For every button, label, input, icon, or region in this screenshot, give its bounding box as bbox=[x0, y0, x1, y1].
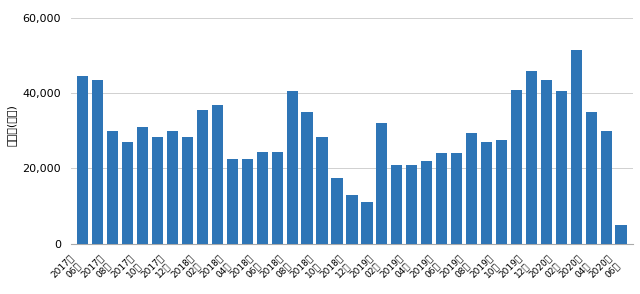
Bar bbox=[242, 159, 253, 244]
Bar bbox=[451, 153, 462, 244]
Bar bbox=[167, 131, 178, 244]
Bar bbox=[271, 152, 283, 244]
Bar bbox=[496, 140, 507, 244]
Bar bbox=[511, 90, 522, 244]
Bar bbox=[182, 137, 193, 244]
Bar bbox=[571, 50, 582, 244]
Bar bbox=[301, 112, 313, 244]
Bar bbox=[92, 80, 104, 244]
Bar bbox=[391, 165, 403, 244]
Bar bbox=[212, 105, 223, 244]
Bar bbox=[77, 76, 88, 244]
Bar bbox=[541, 80, 552, 244]
Bar bbox=[227, 159, 238, 244]
Bar bbox=[421, 161, 433, 244]
Bar bbox=[257, 152, 268, 244]
Bar bbox=[332, 178, 342, 244]
Bar bbox=[287, 91, 298, 244]
Bar bbox=[137, 127, 148, 244]
Bar bbox=[556, 91, 567, 244]
Bar bbox=[436, 153, 447, 244]
Bar bbox=[526, 71, 537, 244]
Bar bbox=[107, 131, 118, 244]
Bar bbox=[197, 110, 208, 244]
Bar bbox=[362, 202, 372, 244]
Bar bbox=[122, 142, 133, 244]
Bar bbox=[481, 142, 492, 244]
Bar bbox=[616, 225, 627, 244]
Bar bbox=[152, 137, 163, 244]
Bar bbox=[316, 137, 328, 244]
Bar bbox=[346, 195, 358, 244]
Y-axis label: 거래량(건수): 거래량(건수) bbox=[7, 104, 17, 146]
Bar bbox=[600, 131, 612, 244]
Bar bbox=[586, 112, 596, 244]
Bar bbox=[376, 123, 387, 244]
Bar bbox=[406, 165, 417, 244]
Bar bbox=[466, 133, 477, 244]
